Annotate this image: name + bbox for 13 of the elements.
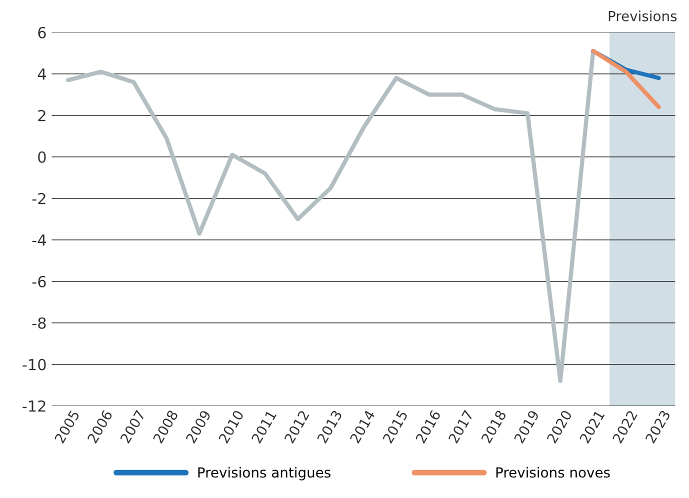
band-label: Previsions (608, 10, 677, 22)
y-tick-label: -6 (32, 276, 46, 288)
y-tick-label: -2 (32, 192, 46, 204)
y-tick-label: -12 (22, 400, 46, 412)
y-tick-label: -8 (32, 317, 46, 329)
y-tick-label: 0 (38, 151, 46, 163)
y-tick-label: 6 (38, 26, 46, 38)
y-tick-label: 2 (38, 110, 46, 122)
y-tick-label: -4 (32, 234, 46, 246)
legend-label: Previsions noves (496, 466, 610, 478)
legend-label: Previsions antigues (198, 466, 330, 480)
y-tick-label: 4 (38, 68, 46, 80)
y-tick-label: -10 (22, 358, 46, 370)
